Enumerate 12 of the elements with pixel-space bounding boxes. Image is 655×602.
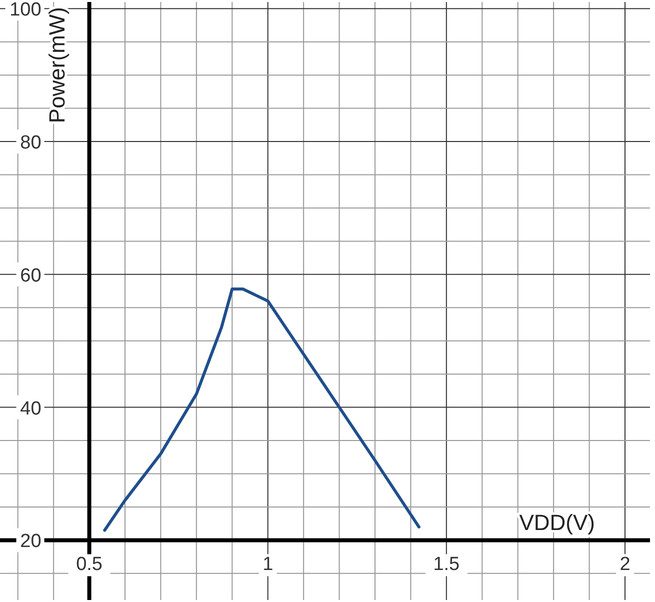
x-tick-label: 1	[262, 554, 274, 576]
y-tick-label: 40	[20, 398, 42, 420]
y-tick-label: 100	[10, 0, 42, 21]
y-axis-title: Power(mW)	[44, 7, 70, 124]
x-tick-label: 0.5	[76, 554, 102, 576]
x-tick-label: 2	[620, 554, 630, 576]
y-tick-label: 80	[20, 132, 42, 154]
x-tick-label: 1.5	[433, 554, 460, 576]
y-tick-label: 20	[20, 531, 42, 552]
y-tick-label: 60	[20, 265, 42, 286]
line-series	[103, 288, 420, 532]
x-axis-title: VDD(V)	[519, 510, 595, 536]
